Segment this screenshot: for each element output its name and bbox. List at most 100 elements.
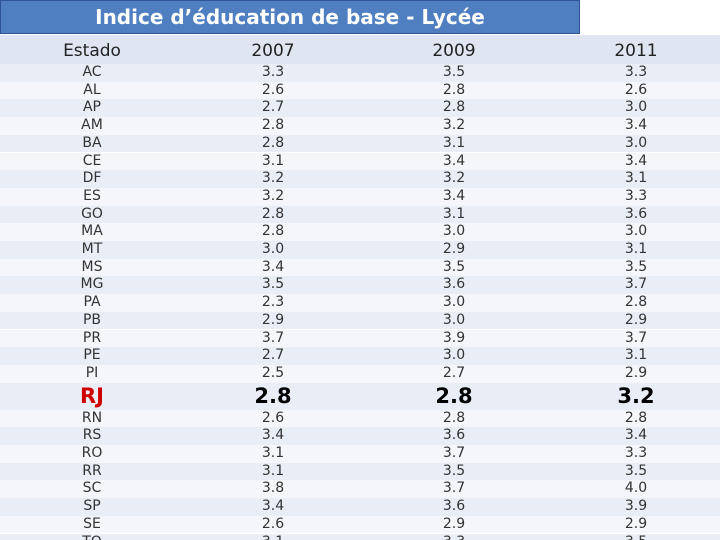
table-cell: 2.8	[261, 205, 285, 222]
table-row: RO 3.1 3.7 3.3	[0, 445, 720, 463]
table-cell: BA	[82, 134, 102, 151]
table-cell: 3.5	[442, 64, 466, 80]
table-cell: MS	[81, 258, 103, 275]
table-cell: SC	[82, 480, 102, 497]
table-cell: 3.4	[442, 152, 466, 169]
table-cell: 3.1	[624, 241, 648, 257]
title-bar: Indice d’éducation de base - Lycée	[0, 0, 580, 34]
table-cell: 2.6	[261, 81, 285, 98]
table-cell: 4.0	[624, 480, 648, 497]
table-cell: 3.5	[624, 258, 648, 275]
header-row: Estado 2007 2009 2011	[0, 35, 720, 65]
table-cell: 3.0	[442, 223, 466, 240]
table-cell: 3.2	[617, 383, 655, 408]
table-row: PB 2.9 3.0 2.9	[0, 311, 720, 330]
table-cell: TO	[12, 534, 172, 540]
table-cell: 2.5	[261, 364, 285, 381]
table-cell: 2007	[251, 41, 295, 61]
table-row: PA 2.3 3.0 2.8	[0, 294, 720, 312]
table-cell: MG	[80, 276, 104, 293]
table-cell: 3.6	[442, 276, 466, 293]
table-cell: 3.5	[442, 462, 466, 479]
table-cell: 3.2	[261, 170, 285, 187]
table-cell: 2.7	[442, 364, 466, 381]
table-cell: 2.8	[435, 383, 473, 408]
table-row: CE 3.1 3.4 3.4	[0, 152, 720, 171]
table-cell: 2.8	[261, 117, 285, 134]
table-row: SP 3.4 3.6 3.9	[0, 498, 720, 516]
table-cell: 3.0	[442, 347, 466, 364]
table-cell: ES	[83, 187, 101, 204]
table-cell: 3.1	[624, 347, 648, 364]
table-cell: 3.8	[261, 480, 285, 497]
table-cell: 2.9	[442, 515, 466, 532]
table-cell: 2.6	[261, 515, 285, 532]
table-cell: PA	[83, 294, 101, 311]
table-row: ES 3.2 3.4 3.3	[0, 187, 720, 206]
table-row: SC 3.8 3.7 4.0	[0, 480, 720, 499]
table-cell: 2.3	[261, 294, 285, 311]
table-cell: RS	[82, 427, 102, 444]
table-cell: 3.1	[261, 462, 285, 479]
table-cell: 3.1	[442, 134, 466, 151]
table-cell: 2.7	[261, 99, 285, 116]
table-row: AM 2.8 3.2 3.4	[0, 117, 720, 135]
table-cell: 3.4	[442, 187, 466, 204]
table-row: RJ 2.8 2.8 3.2	[0, 382, 720, 410]
table-cell: PI	[85, 364, 99, 381]
table-cell: 2.8	[261, 134, 285, 151]
table-row: TO 3.1 3.3 3.5	[0, 533, 720, 540]
table-cell: 3.9	[442, 329, 466, 346]
table-row: AP 2.7 2.8 3.0	[0, 99, 720, 118]
table-cell: 3.3	[374, 534, 534, 540]
table-cell: 3.5	[624, 462, 648, 479]
table-cell: 3.1	[193, 534, 353, 540]
table-row: MT 3.0 2.9 3.1	[0, 241, 720, 259]
table-cell: RR	[82, 462, 102, 479]
table-cell: 3.4	[261, 498, 285, 515]
table-row: PR 3.7 3.9 3.7	[0, 329, 720, 348]
table-cell: AL	[83, 81, 101, 98]
table-cell: 3.0	[624, 223, 648, 240]
table-cell: PR	[82, 329, 102, 346]
table-cell: 3.5	[442, 258, 466, 275]
table-cell: SP	[83, 498, 101, 515]
table-cell: 3.7	[624, 329, 648, 346]
table-row: RR 3.1 3.5 3.5	[0, 462, 720, 481]
table-cell: 3.3	[624, 187, 648, 204]
table-cell: 2.8	[254, 383, 292, 408]
table-cell: 3.4	[624, 152, 648, 169]
table-cell: 3.0	[442, 294, 466, 311]
table-cell: DF	[82, 170, 102, 187]
table-row: RS 3.4 3.6 3.4	[0, 427, 720, 445]
table-cell: 3.1	[624, 170, 648, 187]
table-cell: 2009	[432, 41, 476, 61]
table-cell: 2.9	[261, 311, 285, 328]
table-cell: RO	[81, 445, 103, 461]
table-cell: 3.2	[442, 117, 466, 134]
table-cell: SE	[83, 515, 101, 532]
table-cell: 3.5	[556, 534, 716, 540]
table-row: GO 2.8 3.1 3.6	[0, 205, 720, 224]
table-cell: 2.7	[261, 347, 285, 364]
table-cell: CE	[82, 152, 102, 169]
table-cell: 3.1	[261, 445, 285, 461]
table-cell: PE	[83, 347, 101, 364]
table-cell: 2.9	[624, 311, 648, 328]
table-cell: 3.1	[261, 152, 285, 169]
table-cell: 3.2	[261, 187, 285, 204]
table-cell: 2.9	[624, 515, 648, 532]
table-cell: 3.7	[442, 445, 466, 461]
table-cell: 2.8	[261, 223, 285, 240]
table-row: MS 3.4 3.5 3.5	[0, 258, 720, 277]
table-cell: 3.4	[261, 258, 285, 275]
table-row: AL 2.6 2.8 2.6	[0, 81, 720, 100]
table-cell: 3.3	[624, 445, 648, 461]
table-cell: MT	[81, 241, 103, 257]
table-cell: Estado	[63, 41, 121, 61]
table-cell: 3.6	[442, 427, 466, 444]
table-cell: 2.8	[624, 409, 648, 426]
table-cell: 2.8	[442, 99, 466, 116]
table-cell: RJ	[80, 383, 104, 408]
table-row: MA 2.8 3.0 3.0	[0, 223, 720, 241]
